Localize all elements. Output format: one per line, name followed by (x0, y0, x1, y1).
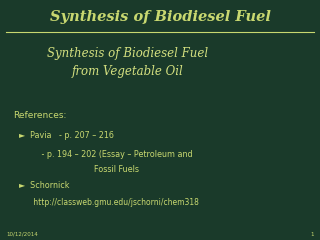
Text: Synthesis of Biodiesel Fuel: Synthesis of Biodiesel Fuel (50, 10, 270, 24)
Text: - p. 194 – 202 (Essay – Petroleum and: - p. 194 – 202 (Essay – Petroleum and (19, 150, 193, 159)
Text: 1: 1 (310, 232, 314, 236)
Text: Fossil Fuels: Fossil Fuels (19, 165, 139, 174)
Text: 10/12/2014: 10/12/2014 (6, 232, 38, 236)
Text: References:: References: (13, 111, 66, 120)
Text: http://classweb.gmu.edu/jschorni/chem318: http://classweb.gmu.edu/jschorni/chem318 (19, 198, 199, 207)
Text: ►  Pavia   - p. 207 – 216: ► Pavia - p. 207 – 216 (19, 131, 114, 140)
Text: Synthesis of Biodiesel Fuel
from Vegetable Oil: Synthesis of Biodiesel Fuel from Vegetab… (47, 47, 209, 78)
Text: ►  Schornick: ► Schornick (19, 181, 70, 191)
